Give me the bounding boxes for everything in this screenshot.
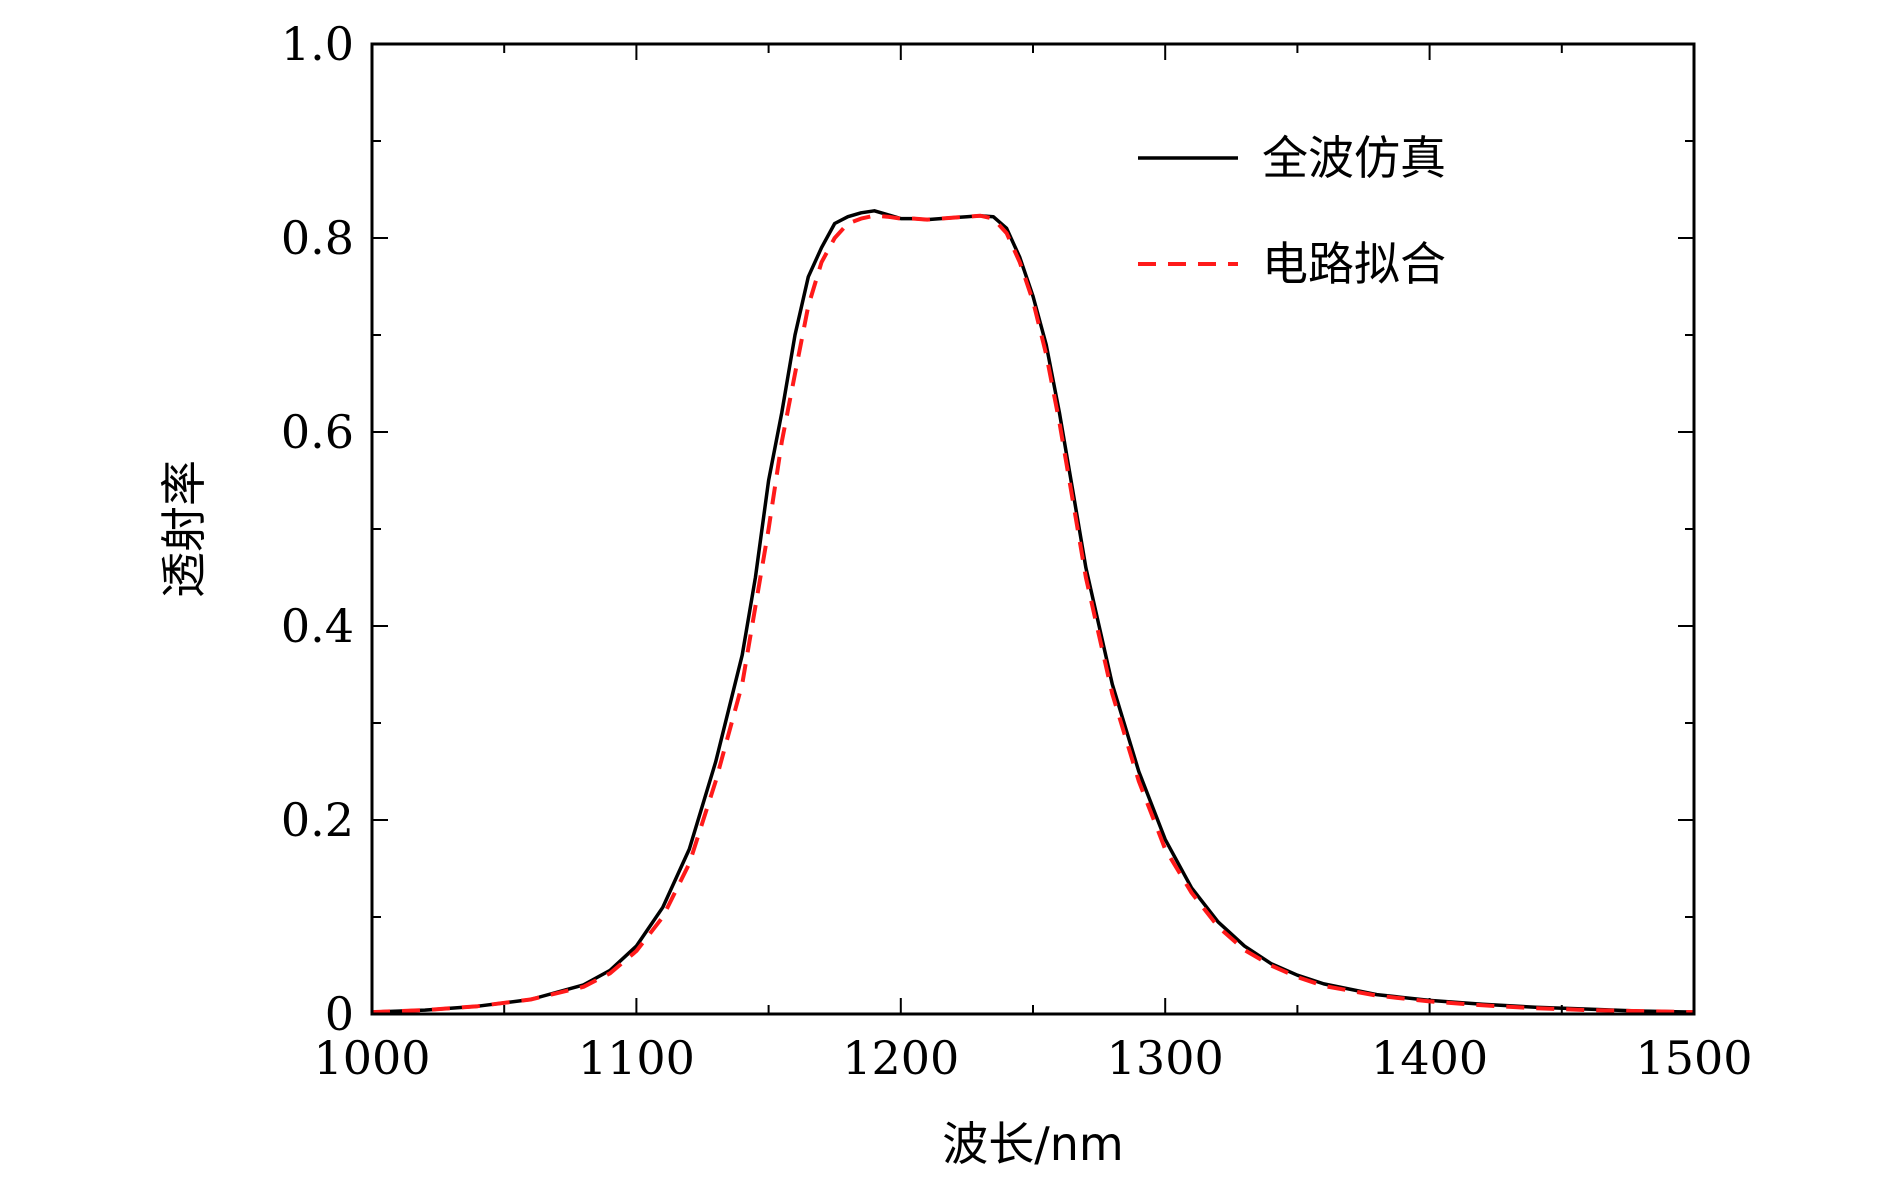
ticks-layer: 1000 1100 1200 1300 1400 1500 0 0.2 0.4 0.6 0.8 1.0 — [281, 17, 1753, 1085]
y-tick-label: 0.8 — [281, 211, 354, 265]
series-line-circuit-fit — [371, 213, 1695, 1015]
x-axis-title: 波长/nm — [942, 1117, 1123, 1171]
x-tick-label: 1300 — [1107, 1031, 1224, 1085]
x-tick-label: 1400 — [1371, 1031, 1488, 1085]
plot-frame — [370, 42, 1696, 1016]
x-tick-label: 1200 — [842, 1031, 959, 1085]
x-tick-label: 1500 — [1635, 1031, 1752, 1085]
series-layer — [371, 209, 1695, 1015]
legend-label-circuit-fit: 电路拟合 — [1262, 237, 1446, 291]
y-axis-title: 透射率 — [157, 460, 211, 598]
y-tick-label: 0.2 — [281, 793, 354, 847]
y-tick-label: 0.4 — [281, 599, 354, 653]
x-tick-label: 1000 — [313, 1031, 430, 1085]
y-tick-label: 0 — [325, 987, 354, 1041]
x-tick-label: 1100 — [578, 1031, 695, 1085]
y-tick-label: 1.0 — [281, 17, 354, 71]
y-tick-label: 0.6 — [281, 405, 354, 459]
series-line-full-wave — [371, 209, 1695, 1014]
legend-label-full-wave: 全波仿真 — [1262, 131, 1446, 185]
legend: 全波仿真 电路拟合 — [1138, 131, 1446, 291]
